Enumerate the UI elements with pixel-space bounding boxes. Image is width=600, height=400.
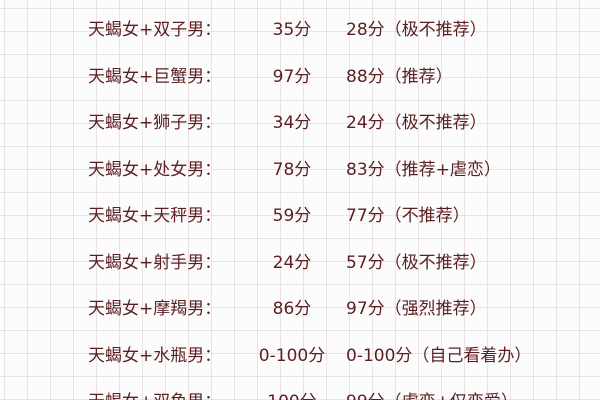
pair-label: 天蝎女+天秤男： xyxy=(88,206,222,226)
score-one: 34分 xyxy=(272,113,312,133)
score-one: 78分 xyxy=(272,159,312,180)
score-two: 24分（极不推荐） xyxy=(346,113,487,133)
pair-label: 天蝎女+巨蟹男： xyxy=(88,66,222,87)
pair-label: 天蝎女+双鱼男： xyxy=(88,392,221,400)
score-one: 100分 xyxy=(267,392,316,400)
score-one: 97分 xyxy=(272,66,312,87)
pair-label: 天蝎女+射手男： xyxy=(88,252,222,273)
score-one: 35分 xyxy=(272,20,312,40)
pair-label: 天蝎女+摩羯男： xyxy=(88,299,222,319)
pair-label: 天蝎女+处女男： xyxy=(88,159,222,180)
score-two: 77分（不推荐） xyxy=(346,206,470,226)
score-two: 28分（极不推荐） xyxy=(346,20,487,40)
score-one: 0-100分 xyxy=(258,345,326,366)
score-two: 99分（虐恋+仅恋爱） xyxy=(346,392,518,400)
score-two: 97分（强烈推荐） xyxy=(346,299,487,319)
pair-label: 天蝎女+狮子男： xyxy=(88,113,222,133)
score-one: 24分 xyxy=(272,252,312,273)
score-two: 83分（推荐+虐恋） xyxy=(346,159,501,180)
score-two: 88分（推荐） xyxy=(346,66,453,87)
pair-label: 天蝎女+双子男： xyxy=(88,20,222,40)
score-two: 0-100分（自己看着办） xyxy=(346,345,532,366)
score-one: 86分 xyxy=(272,299,312,319)
score-two: 57分（极不推荐） xyxy=(346,252,487,273)
pair-label: 天蝎女+水瓶男： xyxy=(88,345,222,366)
score-one: 59分 xyxy=(272,206,312,226)
